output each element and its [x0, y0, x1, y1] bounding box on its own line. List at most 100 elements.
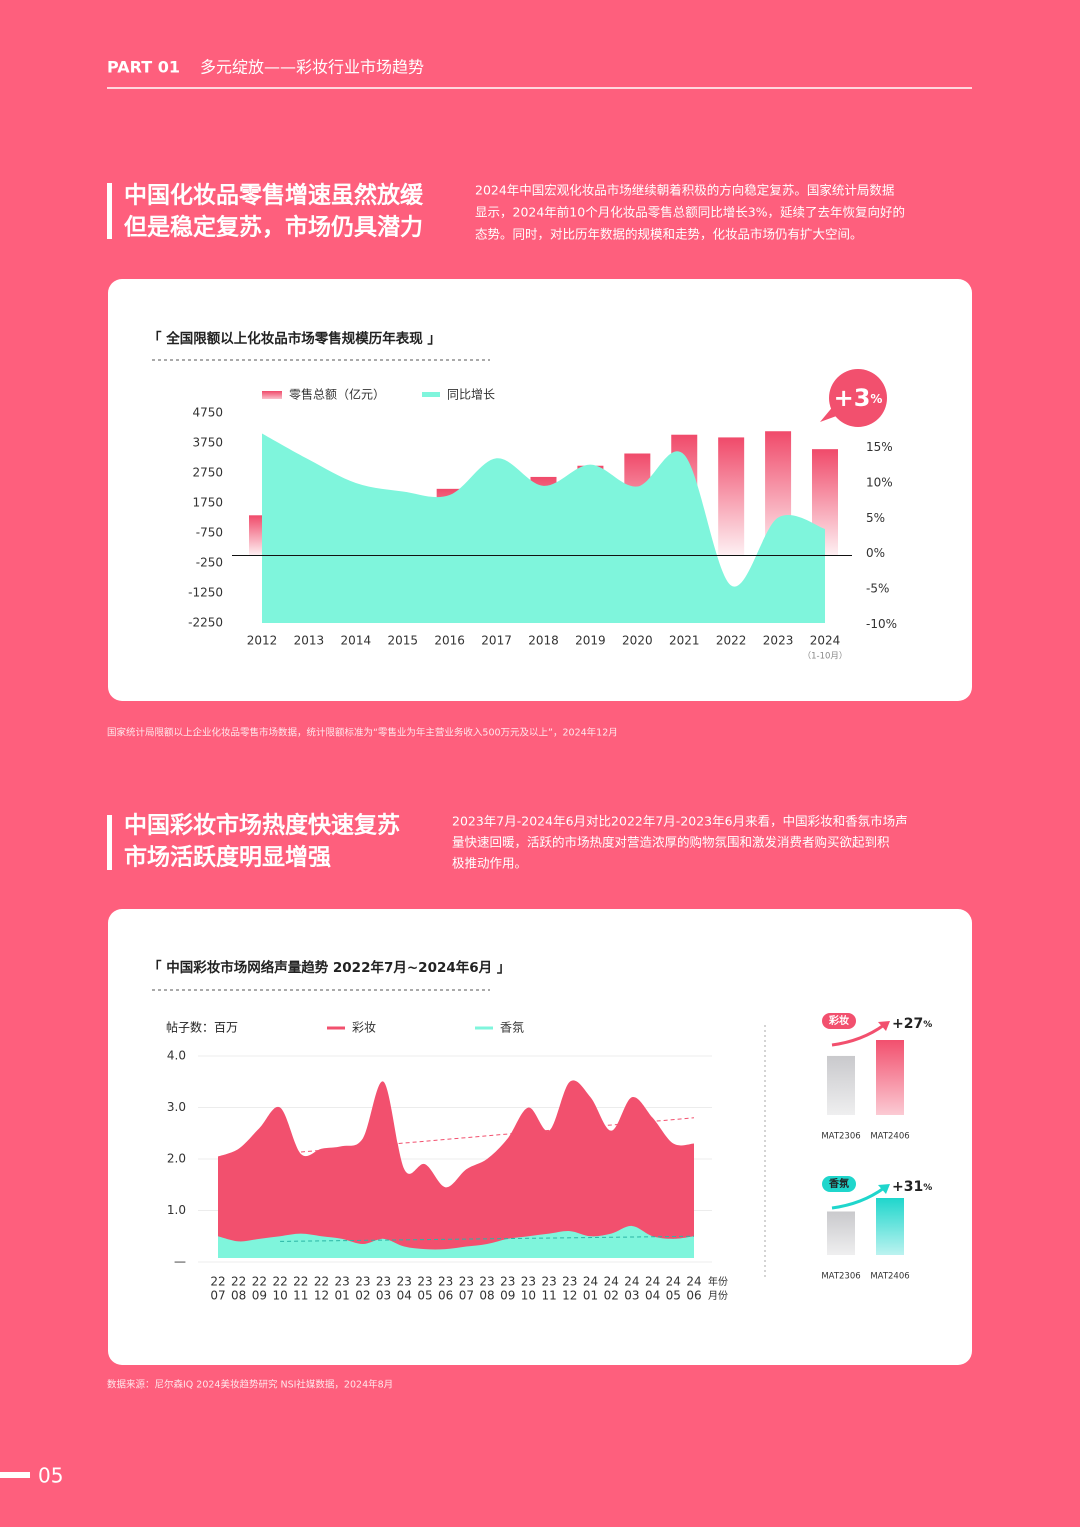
x-tick-label: 2018 [528, 634, 559, 648]
x-tick-label: 2022 [716, 634, 747, 648]
x-tick-label: 2020 [622, 634, 653, 648]
paragraph-line: 极推动作用。 [452, 856, 527, 871]
change-value: +27 [892, 1016, 923, 1032]
y2-tick-label: 5% [866, 511, 885, 525]
paragraph-line: 2023年7月-2024年6月对比2022年7月-2023年6月来看，中国彩妆和… [452, 814, 908, 829]
y-tick-label: -750 [196, 526, 223, 540]
x-tick-label: 2013 [294, 634, 325, 648]
trend-line [280, 1117, 695, 1155]
x-tick-month: 02 [355, 1289, 370, 1303]
x-tick-label: MAT2406 [870, 1132, 909, 1142]
arrow [831, 1186, 885, 1210]
x-tick-year: 22 [272, 1275, 287, 1289]
x-tick-month: 03 [376, 1289, 391, 1303]
bar [827, 1055, 855, 1115]
paragraph-line: 态势。同时，对比历年数据的规模和走势，化妆品市场仍有扩大空间。 [475, 227, 863, 242]
x-tick-year: 22 [231, 1275, 246, 1289]
legend-swatch [422, 392, 440, 397]
x-tick-year: 23 [376, 1275, 391, 1289]
y-tick-label: 3.0 [167, 1100, 186, 1114]
annotation-value: +3 [834, 384, 871, 412]
x-tick-month: 09 [500, 1289, 515, 1303]
change-label: +31% [892, 1179, 932, 1195]
x-tick-month: 09 [252, 1289, 267, 1303]
x-tick-label: MAT2406 [870, 1272, 909, 1282]
x-tick-month: 02 [604, 1289, 619, 1303]
section-heading: 市场活跃度明显增强 [124, 844, 331, 871]
x-tick-year: 24 [604, 1275, 619, 1289]
x-tick-month: 11 [293, 1289, 308, 1303]
x-tick-month: 08 [479, 1289, 494, 1303]
x-tick-year: 23 [562, 1275, 577, 1289]
x-tick-year: 24 [686, 1275, 701, 1289]
x-tick-month: 04 [397, 1289, 412, 1303]
change-unit: % [923, 1183, 932, 1193]
paragraph-line: 2024年中国宏观化妆品市场继续朝着积极的方向稳定复苏。国家统计局数据 [475, 183, 894, 198]
change-unit: % [923, 1020, 932, 1030]
x-tick-month: 05 [417, 1289, 432, 1303]
tag [822, 1176, 856, 1192]
x-tick-month: 07 [459, 1289, 474, 1303]
x-tick-year: 22 [314, 1275, 329, 1289]
y-tick-label: -250 [196, 556, 223, 570]
x-tick-month: 06 [686, 1289, 701, 1303]
x-tick-label: MAT2306 [821, 1272, 860, 1282]
y-tick-label: 4.0 [167, 1049, 186, 1063]
x-tick-label: 2021 [669, 634, 700, 648]
x-tick-year: 24 [624, 1275, 639, 1289]
x-tick-year: 23 [521, 1275, 536, 1289]
x-tick-year: 23 [541, 1275, 556, 1289]
section-heading: 中国化妆品零售增速虽然放缓 [124, 182, 424, 209]
x-tick-month: 10 [521, 1289, 536, 1303]
legend-label: 彩妆 [352, 1021, 376, 1035]
x-tick-year: 23 [438, 1275, 453, 1289]
change-label: +27% [892, 1016, 932, 1032]
legend-swatch [262, 391, 282, 399]
x-tick-label: 2014 [341, 634, 372, 648]
y-tick-label: — [174, 1255, 186, 1269]
y2-tick-label: 10% [866, 476, 893, 490]
legend-label: 香氛 [500, 1021, 524, 1035]
y-tick-label: 1.0 [167, 1203, 186, 1217]
part-title: 多元绽放——彩妆行业市场趋势 [200, 58, 424, 77]
heading-bar [107, 815, 112, 870]
chart-title: 「 全国限额以上化妆品市场零售规模历年表现 」 [148, 330, 441, 347]
x-tick-label: 2019 [575, 634, 606, 648]
arrow-head [878, 1184, 890, 1194]
y-tick-label: -2250 [188, 616, 223, 630]
page-number: 05 [38, 1464, 63, 1488]
x-tick-month: 05 [666, 1289, 681, 1303]
x-tick-year: 24 [645, 1275, 660, 1289]
footnote: 数据来源：尼尔森IQ 2024美妆趋势研究 NSI社媒数据，2024年8月 [107, 1379, 393, 1391]
x-note: （1-10月） [803, 651, 848, 662]
y-tick-label: 2750 [192, 466, 223, 480]
x-tick-month: 01 [583, 1289, 598, 1303]
month-row-label: 月份 [708, 1290, 728, 1302]
x-tick-year: 23 [417, 1275, 432, 1289]
x-tick-label: 2016 [434, 634, 465, 648]
section-heading: 中国彩妆市场热度快速复苏 [124, 812, 400, 839]
footnote: 国家统计局限额以上企业化妆品零售市场数据，统计限额标准为“零售业为年主营业务收入… [107, 727, 618, 739]
y-tick-label: 1750 [192, 496, 223, 510]
bar [718, 437, 745, 556]
x-tick-month: 11 [541, 1289, 556, 1303]
y2-tick-label: -10% [866, 617, 897, 631]
x-tick-month: 07 [210, 1289, 225, 1303]
x-tick-year: 24 [583, 1275, 598, 1289]
x-tick-year: 22 [252, 1275, 267, 1289]
x-tick-month: 12 [562, 1289, 577, 1303]
bar [876, 1040, 904, 1115]
x-tick-year: 22 [210, 1275, 225, 1289]
x-tick-label: 2017 [481, 634, 512, 648]
annotation-unit: % [870, 392, 882, 406]
bar [827, 1211, 855, 1255]
y2-tick-label: 15% [866, 440, 893, 454]
arrow-head [878, 1021, 890, 1031]
x-tick-year: 23 [500, 1275, 515, 1289]
series-area [218, 1225, 694, 1258]
chart-title: 「 中国彩妆市场网络声量趋势 2022年7月~2024年6月 」 [148, 959, 510, 976]
unit-label: 帖子数：百万 [166, 1020, 238, 1035]
tag [822, 1013, 856, 1029]
